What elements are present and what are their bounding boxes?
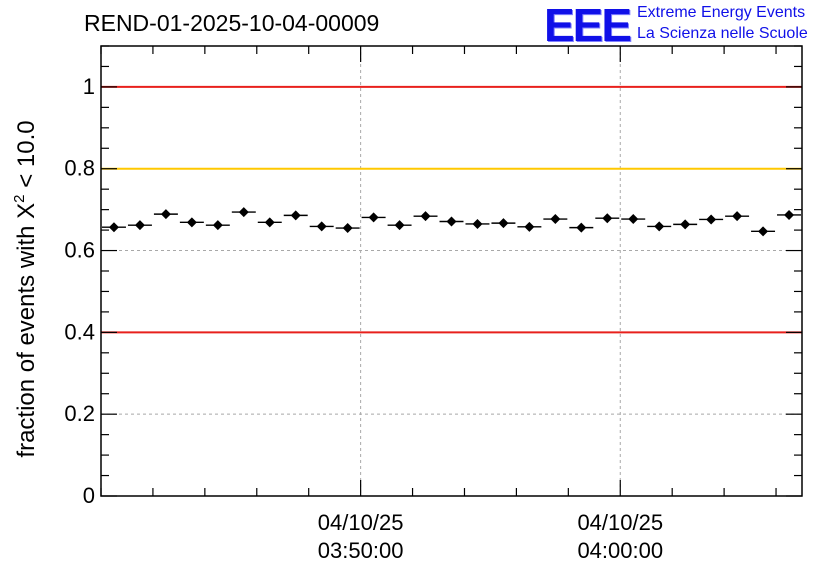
y-axis-label-suffix: < 10.0 — [13, 120, 40, 194]
y-axis-label-prefix: fraction of events with — [13, 219, 40, 458]
logo-line-1: Extreme Energy Events — [637, 4, 806, 21]
data-point — [446, 216, 457, 227]
data-point — [472, 218, 483, 229]
plot-frame — [100, 45, 803, 497]
x-tick-label-date: 04/10/25 — [318, 510, 404, 535]
x-tick-label-time: 03:50:00 — [318, 538, 404, 563]
data-point — [602, 213, 613, 224]
data-point — [732, 211, 743, 222]
data-point — [316, 221, 327, 232]
y-tick-label: 0 — [83, 483, 95, 508]
data-point — [550, 214, 561, 225]
data-point — [420, 211, 431, 222]
data-point — [186, 217, 197, 228]
x-tick-label-time: 04:00:00 — [577, 538, 663, 563]
data-point — [394, 220, 405, 231]
data-point — [498, 218, 509, 229]
x-tick-label-date: 04/10/25 — [577, 510, 663, 535]
data-point — [680, 219, 691, 230]
logo-line-2: La Scienza nelle Scuole — [637, 25, 808, 42]
data-point — [108, 222, 119, 233]
y-axis-label-exponent: 2 — [11, 194, 28, 202]
data-point — [758, 226, 769, 237]
y-tick-label: 0.4 — [64, 319, 95, 344]
data-point — [654, 221, 665, 232]
eee-logo-mark: EEE — [544, 0, 632, 51]
y-tick-label: 0.2 — [64, 401, 95, 426]
data-point — [212, 220, 223, 231]
y-axis-label: fraction of events with X2 < 10.0 — [11, 120, 40, 457]
data-point — [264, 217, 275, 228]
y-axis-label-symbol: X — [13, 203, 40, 219]
y-tick-label: 0.8 — [64, 156, 95, 181]
data-point — [290, 210, 301, 221]
data-point — [628, 214, 639, 225]
data-point — [576, 222, 587, 233]
data-point — [706, 214, 717, 225]
data-point — [238, 207, 249, 218]
run-title: REND-01-2025-10-04-00009 — [84, 10, 380, 36]
y-tick-label: 0.6 — [64, 238, 95, 263]
data-point — [368, 212, 379, 223]
data-point — [784, 209, 795, 220]
data-point — [160, 209, 171, 220]
data-point — [134, 220, 145, 231]
y-tick-label: 1 — [83, 74, 95, 99]
data-point — [342, 223, 353, 234]
data-point — [524, 221, 535, 232]
